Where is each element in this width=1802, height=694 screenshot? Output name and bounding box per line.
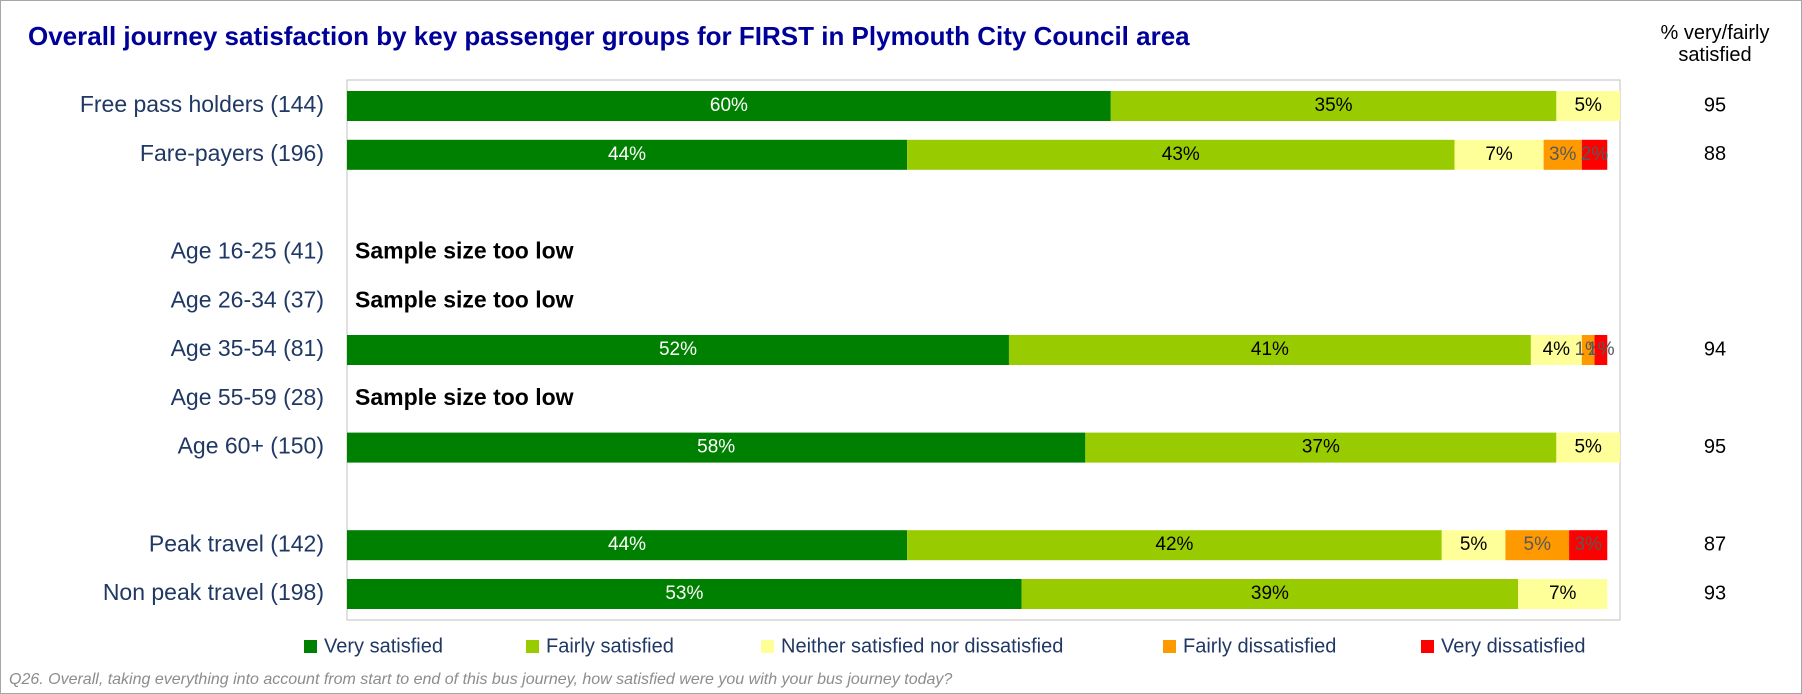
value-label: 58% bbox=[697, 437, 735, 458]
bar-segment bbox=[907, 139, 1455, 170]
category-label: Free pass holders (144) bbox=[80, 91, 324, 117]
bar-segment bbox=[1581, 139, 1608, 170]
legend-label: Very dissatisfied bbox=[1441, 635, 1586, 657]
value-label: 3% bbox=[1574, 534, 1602, 555]
bar-segment bbox=[1441, 530, 1506, 561]
bar-segment bbox=[1008, 335, 1531, 365]
legend-swatch bbox=[304, 640, 317, 653]
bar-segment bbox=[1594, 335, 1608, 365]
satisfied-value: 87 bbox=[1704, 533, 1726, 555]
category-label: Age 60+ (150) bbox=[178, 433, 324, 459]
value-label: 42% bbox=[1155, 534, 1193, 555]
value-label: 53% bbox=[665, 583, 703, 604]
bar-segment bbox=[347, 579, 1022, 609]
legend-swatch bbox=[526, 640, 539, 653]
note: Sample size too low bbox=[355, 237, 574, 263]
value-label: 5% bbox=[1524, 534, 1552, 555]
bar-segment bbox=[347, 530, 908, 561]
legend-swatch bbox=[1421, 640, 1434, 653]
value-label: 60% bbox=[710, 95, 748, 116]
bar-segment bbox=[1530, 335, 1582, 365]
bar-segment bbox=[347, 432, 1086, 463]
satisfied-value: 95 bbox=[1704, 436, 1726, 458]
satisfied-value: 95 bbox=[1704, 94, 1726, 116]
value-label: 2% bbox=[1581, 144, 1609, 165]
bar-segment bbox=[347, 91, 1111, 121]
satisfied-value: 94 bbox=[1704, 338, 1726, 360]
category-label: Age 35-54 (81) bbox=[171, 335, 324, 361]
value-label: 5% bbox=[1574, 95, 1602, 116]
legend-swatch bbox=[761, 640, 774, 653]
bar-segment bbox=[907, 530, 1442, 561]
side-header: % very/fairly satisfied bbox=[1660, 22, 1770, 66]
value-label: 35% bbox=[1315, 95, 1353, 116]
value-label: 39% bbox=[1251, 583, 1289, 604]
value-label: 7% bbox=[1549, 583, 1577, 604]
category-label: Peak travel (142) bbox=[149, 530, 324, 556]
bar-segment bbox=[1505, 530, 1570, 561]
value-label: 1% bbox=[1587, 339, 1615, 360]
value-label: 7% bbox=[1485, 144, 1513, 165]
bar-segment bbox=[1581, 335, 1595, 365]
category-label: Fare-payers (196) bbox=[140, 140, 324, 166]
value-label: 43% bbox=[1162, 144, 1200, 165]
category-label: Age 16-25 (41) bbox=[171, 237, 324, 263]
category-label: Age 55-59 (28) bbox=[171, 384, 324, 410]
legend-swatch bbox=[1163, 640, 1176, 653]
value-label: 44% bbox=[608, 534, 646, 555]
value-label: 5% bbox=[1460, 534, 1488, 555]
bar-segment bbox=[1556, 91, 1620, 121]
legend-label: Neither satisfied nor dissatisfied bbox=[781, 635, 1063, 657]
value-label: 44% bbox=[608, 144, 646, 165]
legend-label: Very satisfied bbox=[324, 635, 443, 657]
footnote: Q26. Overall, taking everything into acc… bbox=[9, 671, 952, 688]
value-label: 52% bbox=[659, 339, 697, 360]
value-label: 41% bbox=[1251, 339, 1289, 360]
legend-label: Fairly satisfied bbox=[546, 635, 674, 657]
chart-title: Overall journey satisfaction by key pass… bbox=[28, 21, 1190, 51]
bar-segment bbox=[1556, 432, 1620, 463]
bar-segment bbox=[1110, 91, 1557, 121]
value-label: 4% bbox=[1543, 339, 1571, 360]
bar-segment bbox=[1021, 579, 1519, 609]
bar-segment bbox=[1569, 530, 1608, 561]
satisfied-value: 93 bbox=[1704, 582, 1726, 604]
note: Sample size too low bbox=[355, 384, 574, 410]
bar-segment bbox=[347, 139, 908, 170]
value-label: 37% bbox=[1302, 437, 1340, 458]
value-label: 3% bbox=[1549, 144, 1577, 165]
value-label: 5% bbox=[1574, 437, 1602, 458]
note: Sample size too low bbox=[355, 286, 574, 312]
bar-segment bbox=[1518, 579, 1608, 609]
bar-segment bbox=[347, 335, 1009, 365]
category-label: Age 26-34 (37) bbox=[171, 286, 324, 312]
category-label: Non peak travel (198) bbox=[103, 579, 324, 605]
bar-segment bbox=[1085, 432, 1557, 463]
bar-segment bbox=[1454, 139, 1544, 170]
satisfied-value: 88 bbox=[1704, 143, 1726, 165]
bar-segment bbox=[1543, 139, 1582, 170]
legend-label: Fairly dissatisfied bbox=[1183, 635, 1336, 657]
